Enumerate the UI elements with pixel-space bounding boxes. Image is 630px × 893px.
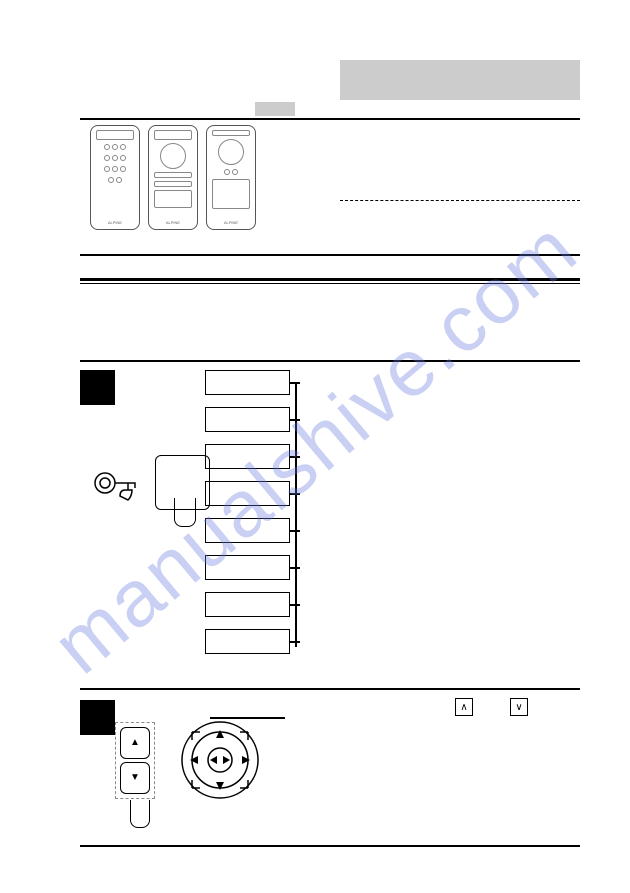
down-button: ▼ xyxy=(120,762,150,794)
up-button: ▲ xyxy=(120,727,150,759)
triangle-up-icon: ▲ xyxy=(130,737,140,748)
tree-item xyxy=(205,555,290,580)
tree-connector xyxy=(290,604,300,606)
tree-item xyxy=(205,518,290,543)
up-down-buttons: ▲ ▼ xyxy=(115,722,155,799)
hand-press-icon xyxy=(130,800,150,828)
step-1-icons xyxy=(90,455,210,510)
step-2-icons: ▲ ▼ xyxy=(115,720,260,800)
dashed-line xyxy=(340,200,580,201)
remote-3-brand: ALPINE xyxy=(224,220,238,225)
rule-5 xyxy=(80,360,580,362)
remote-3: ALPINE xyxy=(206,125,256,230)
remote-2: ALPINE xyxy=(148,125,198,230)
header-gray-box xyxy=(340,60,580,100)
tree-connector xyxy=(290,493,300,495)
menu-tree xyxy=(205,370,290,666)
tree-item xyxy=(205,629,290,654)
tree-connector xyxy=(290,567,300,569)
remote-1: ALPINE xyxy=(90,125,140,230)
up-arrow-glyph: ∧ xyxy=(460,702,467,713)
step-2-underline xyxy=(210,717,285,719)
remote-2-brand: ALPINE xyxy=(166,220,180,225)
rule-6 xyxy=(80,688,580,690)
small-gray-box xyxy=(255,102,295,116)
tree-item xyxy=(205,481,290,506)
tree-item xyxy=(205,444,290,469)
key-icon xyxy=(90,458,140,508)
down-arrow-box: ∨ xyxy=(510,698,528,716)
tree-connector xyxy=(290,530,300,532)
triangle-down-icon: ▼ xyxy=(130,772,140,783)
page-container: manualshive.com ALPINE ALPINE ALPINE xyxy=(0,0,630,893)
button-press-icon xyxy=(155,455,210,510)
tree-item xyxy=(205,370,290,395)
rule-3-thick xyxy=(80,278,580,281)
nav-wheel-icon xyxy=(180,720,260,800)
tree-connector xyxy=(290,456,300,458)
tree-vertical-line xyxy=(295,382,297,647)
tree-connector xyxy=(290,419,300,421)
tree-connector xyxy=(290,382,300,384)
rule-4 xyxy=(80,283,580,284)
step-1-marker xyxy=(80,370,115,405)
step-2-marker xyxy=(80,700,115,735)
watermark-text: manualshive.com xyxy=(36,202,595,692)
down-arrow-glyph: ∨ xyxy=(515,702,522,713)
tree-connector xyxy=(290,641,300,643)
rule-top xyxy=(80,118,580,120)
rule-2 xyxy=(80,254,580,256)
rule-bottom xyxy=(80,845,580,847)
remote-1-brand: ALPINE xyxy=(108,220,122,225)
tree-item xyxy=(205,592,290,617)
remote-illustrations: ALPINE ALPINE ALPINE xyxy=(90,125,256,230)
tree-item xyxy=(205,407,290,432)
up-arrow-box: ∧ xyxy=(455,698,473,716)
